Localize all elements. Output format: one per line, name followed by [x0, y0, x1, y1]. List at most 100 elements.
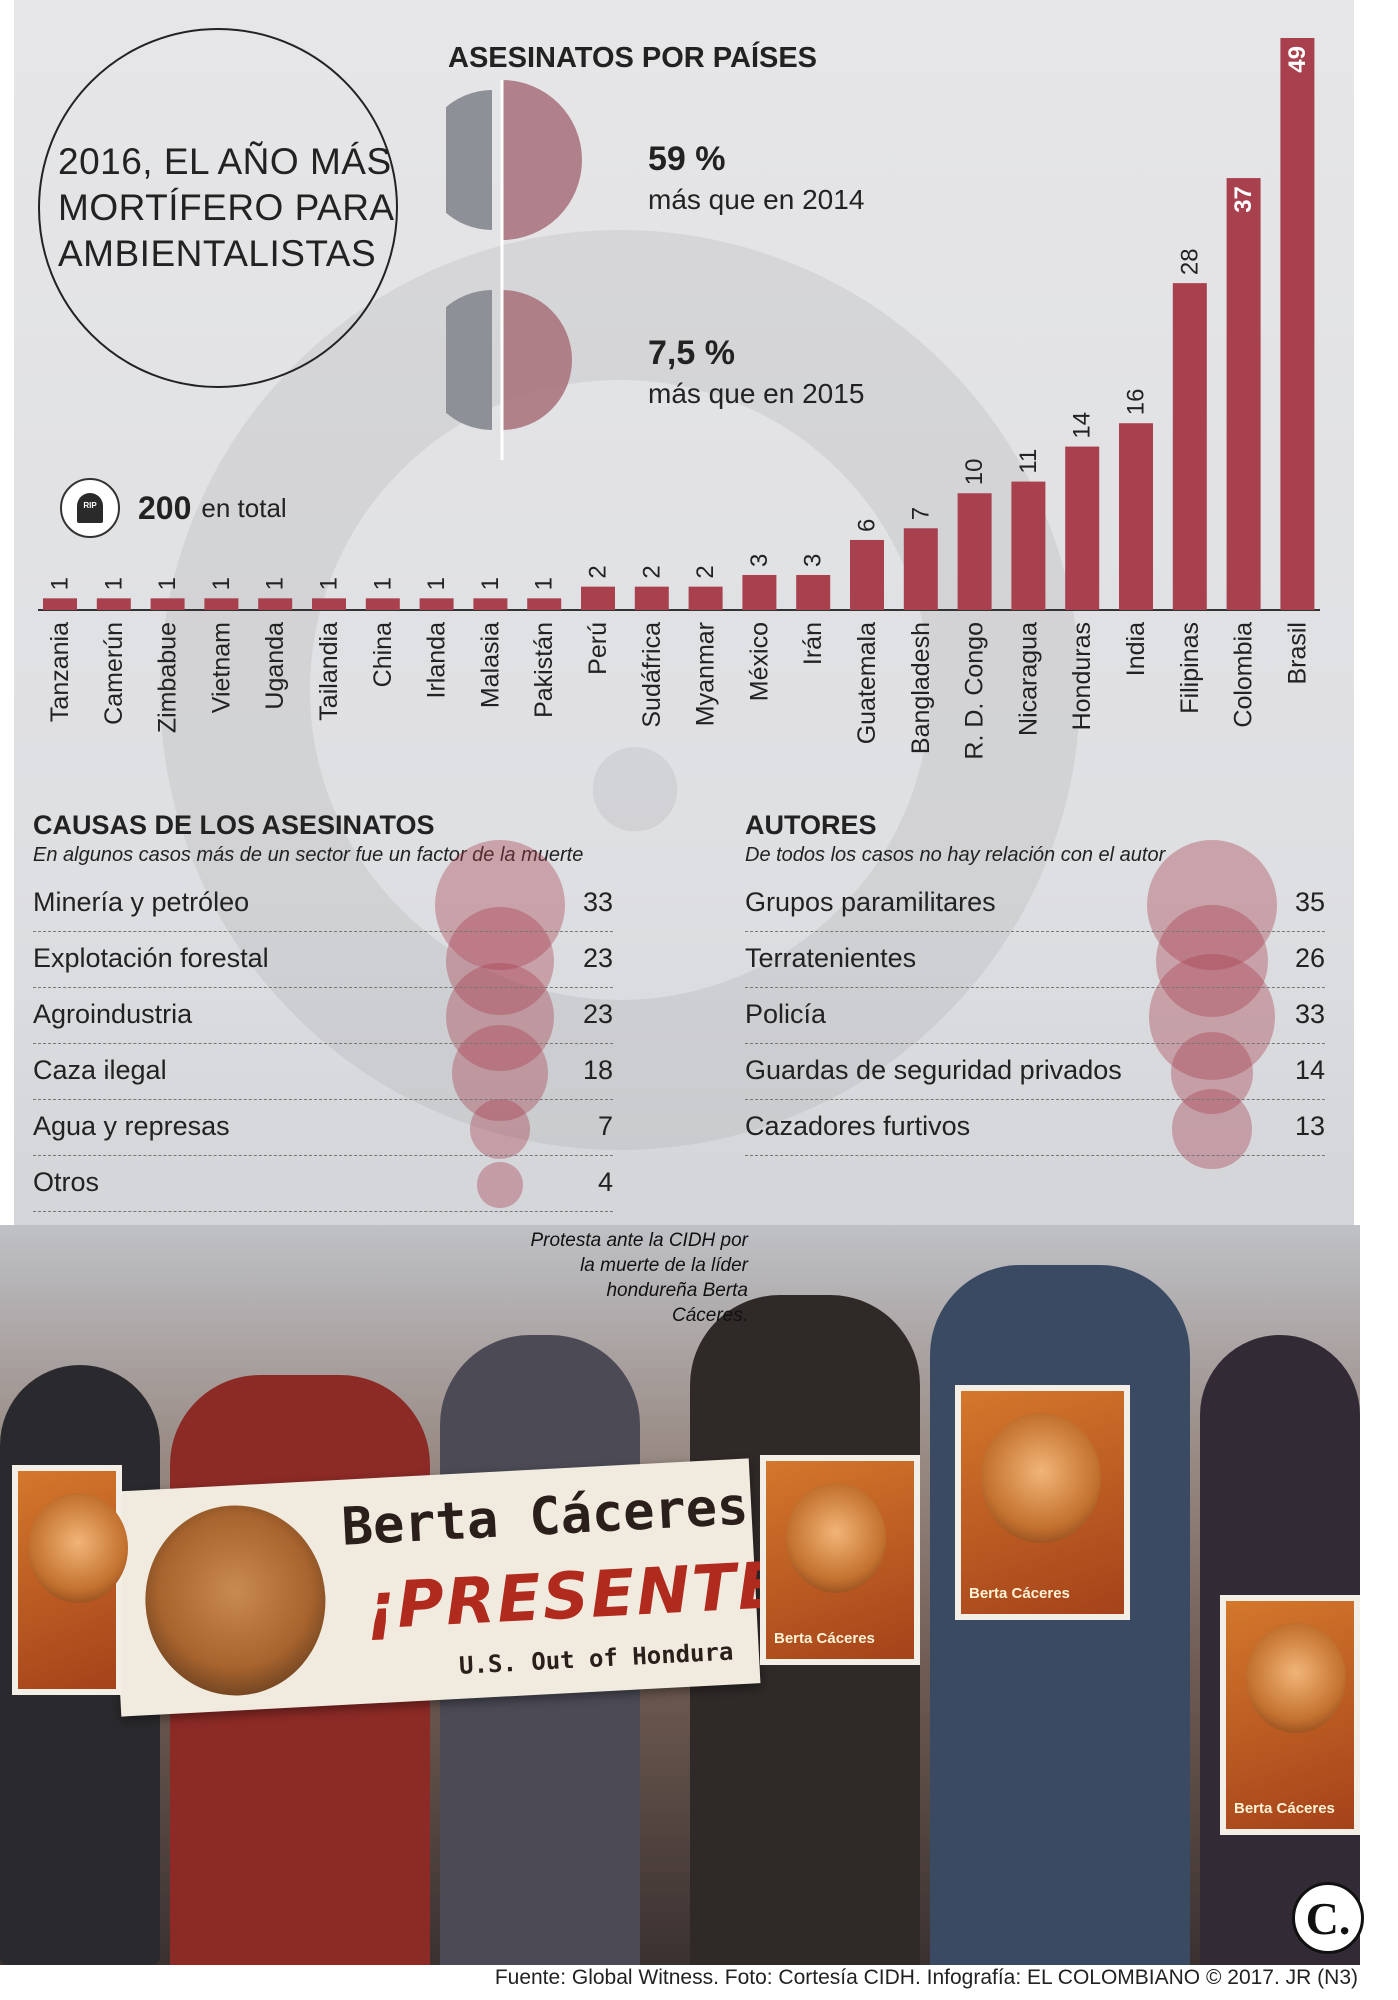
- causes-subtitle: En algunos casos más de un sector fue un…: [33, 844, 584, 866]
- category-label: Malasia: [476, 622, 504, 708]
- comparison-circles: [446, 80, 582, 460]
- data-label: 1: [154, 577, 181, 590]
- causes-bubble: [445, 962, 555, 1072]
- poster: Berta Cáceres: [760, 1455, 920, 1665]
- category-label: China: [369, 622, 397, 687]
- causes-bubble: [451, 1024, 548, 1121]
- category-label: Bangladesh: [907, 622, 935, 754]
- category-label: Perú: [584, 622, 612, 675]
- category-label: Myanmar: [692, 622, 720, 726]
- data-label: 1: [208, 577, 235, 590]
- causes-label: Caza ilegal: [33, 1055, 167, 1085]
- authors-label: Policía: [745, 999, 827, 1029]
- bar-m-xico: [742, 574, 777, 610]
- authors-bubble: [1170, 1031, 1254, 1115]
- data-label: 14: [1069, 412, 1096, 439]
- data-label: 11: [1015, 449, 1042, 474]
- causes-row: Agroindustria 23: [33, 987, 613, 1044]
- bar-pakist-n: [527, 598, 562, 610]
- category-label: R. D. Congo: [961, 622, 989, 760]
- causes-label: Explotación forestal: [33, 943, 269, 973]
- el-colombiano-logo: C.: [1292, 1882, 1364, 1954]
- causes-label: Agroindustria: [33, 999, 193, 1029]
- category-label: Zimbabue: [154, 622, 182, 733]
- total-text: en total: [201, 492, 287, 523]
- data-label: 3: [800, 554, 827, 567]
- causes-bubble: [477, 1162, 523, 1208]
- causes-value: 33: [582, 887, 613, 917]
- authors-label: Grupos paramilitares: [745, 887, 996, 917]
- data-label: 2: [692, 565, 719, 578]
- category-label: México: [745, 622, 773, 701]
- authors-bubble: [1155, 904, 1268, 1017]
- data-label: 28: [1176, 248, 1203, 275]
- causes-title: CAUSAS DE LOS ASESINATOS: [33, 810, 435, 840]
- data-label: 37: [1230, 186, 1257, 213]
- authors-bubble: [1147, 840, 1277, 970]
- bar-chart: 1 Tanzania 1 Camerún 1 Zimbabue 1 Vietnam 1 Ugand…: [38, 38, 1320, 760]
- berta-portrait: [140, 1500, 331, 1701]
- bar-bangladesh: [903, 528, 938, 610]
- causes-row: Explotación forestal 23: [33, 931, 613, 988]
- causes-row: Caza ilegal 18: [33, 1043, 613, 1100]
- category-label: Tailandia: [315, 622, 343, 721]
- causes-row: Minería y petróleo 33: [33, 875, 613, 932]
- data-label: 1: [477, 577, 504, 590]
- category-label: India: [1122, 622, 1150, 676]
- authors-value: 33: [1294, 999, 1325, 1029]
- authors-row: Guardas de seguridad privados 14: [745, 1043, 1325, 1100]
- data-label: 1: [423, 577, 450, 590]
- footer-credits: Fuente: Global Witness. Foto: Cortesía C…: [494, 1966, 1358, 1989]
- authors-bubble: [1148, 953, 1276, 1081]
- authors-row: Terratenientes 26: [745, 931, 1325, 988]
- causes-value: 18: [582, 1055, 613, 1085]
- causes-label: Agua y represas: [33, 1111, 230, 1141]
- data-label: 3: [746, 554, 773, 567]
- stat-2015-value: 7,5 %: [648, 334, 735, 372]
- causes-label: Otros: [33, 1167, 100, 1197]
- circle-2015-right: [502, 290, 572, 430]
- authors-value: 14: [1294, 1055, 1325, 1085]
- circle-2015-left: [446, 290, 492, 430]
- causes-bubble: [435, 840, 565, 970]
- bar-tailandia: [312, 598, 346, 610]
- bar-honduras: [1065, 446, 1100, 610]
- poster: [12, 1465, 128, 1695]
- bar-guatemala: [850, 539, 884, 610]
- authors-row: Policía 33: [745, 987, 1325, 1044]
- category-label: Colombia: [1230, 622, 1258, 728]
- data-label: 2: [638, 565, 665, 578]
- bar-vietnam: [204, 598, 239, 610]
- authors-title: AUTORES: [745, 810, 877, 840]
- circle-2014-right: [502, 80, 582, 240]
- causes-value: 23: [582, 999, 613, 1029]
- causes-row: Otros 4: [33, 1155, 613, 1212]
- data-label: 1: [316, 577, 343, 590]
- causes-value: 4: [597, 1167, 613, 1197]
- causes-label: Minería y petróleo: [33, 887, 250, 917]
- causes-value: 7: [597, 1111, 613, 1141]
- authors-subtitle: De todos los casos no hay relación con e…: [745, 844, 1166, 866]
- authors-row: Cazadores furtivos 13: [745, 1099, 1325, 1156]
- bar-r-d-congo: [957, 493, 992, 610]
- bar-myanmar: [688, 586, 723, 610]
- bar-irlanda: [419, 598, 454, 610]
- title-circle: 2016, EL AÑO MÁS MORTÍFERO PARA AMBIENTA…: [38, 28, 398, 388]
- causes-bubble: [445, 906, 555, 1016]
- circle-2014-left: [446, 90, 492, 230]
- chart-title: ASESINATOS POR PAÍSES: [448, 42, 818, 74]
- data-label: 16: [1123, 389, 1150, 416]
- causes-bubble: [470, 1099, 530, 1159]
- authors-label: Terratenientes: [745, 943, 917, 973]
- authors-label: Cazadores furtivos: [745, 1111, 971, 1141]
- bar-brasil: [1280, 38, 1315, 610]
- protest-photo: Berta Cáceres ¡PRESENTE! U.S. Out of Hon…: [0, 1225, 1360, 1965]
- causes-row: Agua y represas 7: [33, 1099, 613, 1156]
- category-label: Brasil: [1283, 622, 1311, 685]
- bar-ir-n: [796, 574, 831, 610]
- poster: Berta Cáceres: [1220, 1595, 1360, 1835]
- authors-value: 26: [1294, 943, 1325, 973]
- poster: Berta Cáceres: [955, 1385, 1130, 1620]
- bar-camer-n: [96, 598, 131, 610]
- data-label: 6: [854, 519, 881, 532]
